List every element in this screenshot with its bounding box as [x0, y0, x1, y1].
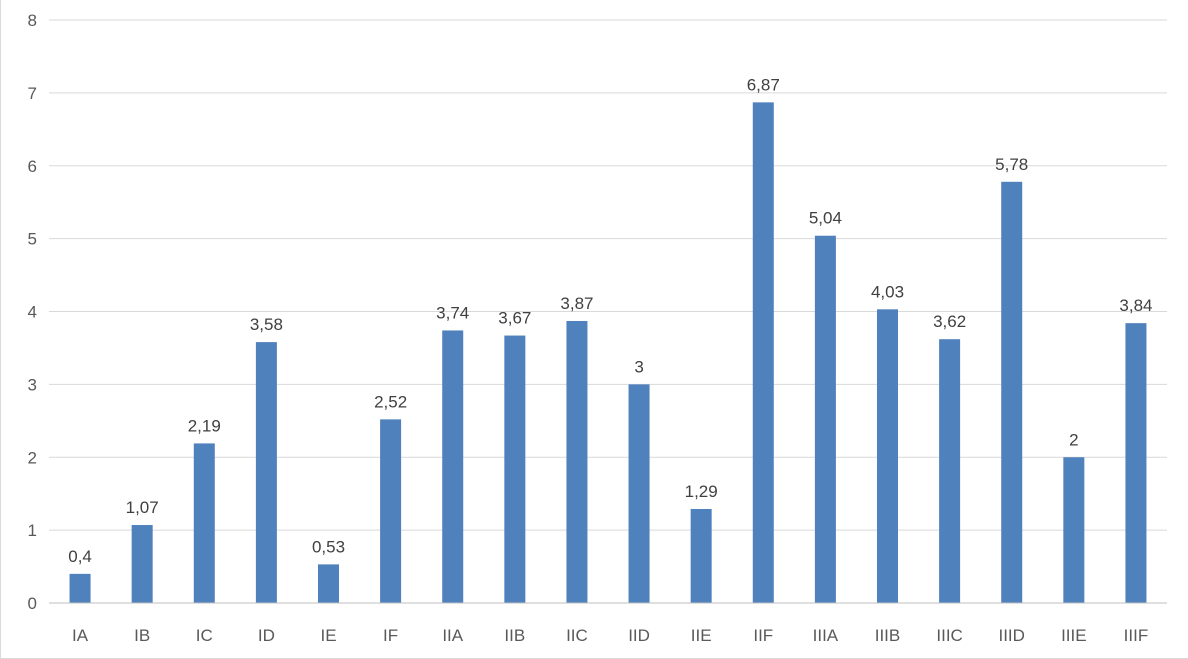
y-tick-label: 8	[28, 11, 37, 30]
x-category-label-IIA: IIA	[442, 626, 463, 645]
bar-ID	[256, 342, 277, 603]
bar-IID	[629, 384, 650, 603]
x-category-label-IC: IC	[196, 626, 213, 645]
x-category-label-IID: IID	[628, 626, 650, 645]
x-category-label-IA: IA	[72, 626, 89, 645]
x-category-label-IIF: IIF	[753, 626, 773, 645]
data-label-ID: 3,58	[250, 315, 283, 334]
y-tick-label: 6	[28, 157, 37, 176]
x-category-label-IF: IF	[383, 626, 398, 645]
bar-IF	[380, 419, 401, 603]
x-category-label-IIIB: IIIB	[875, 626, 901, 645]
data-label-IIA: 3,74	[436, 303, 469, 322]
gridlines	[49, 20, 1167, 530]
data-label-IB: 1,07	[126, 498, 159, 517]
bar-IIB	[504, 336, 525, 603]
data-labels: 0,4 1,07 2,19 3,58 0,53 2,52 3,74 3,67 3,87 3 1,29…	[68, 75, 1152, 566]
y-tick-label: 4	[28, 303, 37, 322]
y-axis-tick-labels: 0 1 2 3 4 5 6 7 8	[28, 11, 37, 613]
data-label-IIF: 6,87	[747, 75, 780, 94]
y-tick-label: 1	[28, 521, 37, 540]
x-category-label-IIIF: IIIF	[1124, 626, 1149, 645]
bar-IB	[132, 525, 153, 603]
x-category-label-IE: IE	[320, 626, 336, 645]
x-category-label-IIC: IIC	[566, 626, 588, 645]
data-label-IIC: 3,87	[560, 294, 593, 313]
y-tick-label: 2	[28, 448, 37, 467]
bar-IIIC	[939, 339, 960, 603]
bar-IIF	[753, 102, 774, 603]
y-tick-label: 3	[28, 375, 37, 394]
y-tick-label: 7	[28, 84, 37, 103]
bar-IIE	[691, 509, 712, 603]
bar-IA	[70, 574, 91, 603]
x-category-label-IIIE: IIIE	[1061, 626, 1087, 645]
data-label-IF: 2,52	[374, 392, 407, 411]
data-label-IIIF: 3,84	[1119, 296, 1152, 315]
x-category-label-IIID: IIID	[998, 626, 1024, 645]
data-label-IIB: 3,67	[498, 309, 531, 328]
bar-IIIA	[815, 236, 836, 603]
bar-IE	[318, 564, 339, 603]
data-label-IIIA: 5,04	[809, 209, 842, 228]
bar-IIIB	[877, 309, 898, 603]
data-label-IA: 0,4	[68, 547, 92, 566]
x-axis-category-labels: IA IB IC ID IE IF IIA IIB IIC IID IIE IIF IIIA IIIB II…	[72, 626, 1148, 645]
bar-IIIE	[1063, 457, 1084, 603]
x-category-label-IIIA: IIIA	[813, 626, 839, 645]
data-label-IE: 0,53	[312, 537, 345, 556]
bar-IIC	[566, 321, 587, 603]
data-label-IIIE: 2	[1069, 430, 1078, 449]
data-label-IID: 3	[634, 357, 643, 376]
x-category-label-IIB: IIB	[504, 626, 525, 645]
bar-IC	[194, 443, 215, 603]
data-label-IC: 2,19	[188, 416, 221, 435]
x-category-label-IIIC: IIIC	[936, 626, 962, 645]
data-label-IIE: 1,29	[685, 482, 718, 501]
bars	[70, 102, 1147, 603]
y-tick-label: 0	[28, 594, 37, 613]
bar-IIIF	[1125, 323, 1146, 603]
data-label-IIIC: 3,62	[933, 312, 966, 331]
x-category-label-ID: ID	[258, 626, 275, 645]
bar-IIA	[442, 330, 463, 603]
bar-IIID	[1001, 182, 1022, 603]
x-category-label-IIE: IIE	[691, 626, 712, 645]
x-category-label-IB: IB	[134, 626, 150, 645]
data-label-IIID: 5,78	[995, 155, 1028, 174]
y-tick-label: 5	[28, 230, 37, 249]
data-label-IIIB: 4,03	[871, 282, 904, 301]
